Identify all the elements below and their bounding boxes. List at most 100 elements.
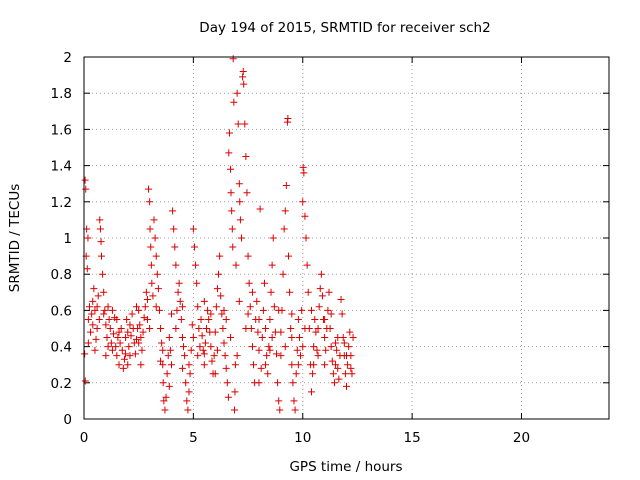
data-point bbox=[175, 279, 183, 287]
plot-frame bbox=[83, 56, 610, 420]
data-point bbox=[229, 55, 237, 63]
data-point bbox=[207, 343, 215, 351]
data-point bbox=[143, 296, 151, 304]
data-point bbox=[99, 270, 107, 278]
data-point bbox=[222, 364, 230, 372]
data-point bbox=[344, 361, 352, 369]
data-point bbox=[287, 325, 295, 332]
data-point bbox=[308, 306, 315, 314]
data-point bbox=[318, 292, 326, 300]
data-point bbox=[242, 153, 250, 161]
data-point bbox=[332, 361, 340, 369]
data-point bbox=[253, 297, 261, 305]
data-point bbox=[215, 270, 223, 278]
data-point bbox=[213, 285, 221, 293]
data-point bbox=[280, 225, 288, 233]
data-point bbox=[133, 335, 140, 343]
data-point bbox=[139, 328, 147, 336]
data-point bbox=[143, 315, 151, 323]
data-point bbox=[113, 352, 121, 360]
data-point bbox=[146, 325, 154, 332]
data-point bbox=[188, 321, 196, 329]
data-point bbox=[338, 310, 346, 318]
data-point bbox=[274, 379, 282, 387]
data-point bbox=[159, 379, 167, 387]
x-tick-label: 5 bbox=[189, 430, 198, 446]
data-point bbox=[246, 303, 254, 311]
data-point bbox=[150, 216, 158, 224]
data-point bbox=[335, 375, 343, 383]
data-point bbox=[231, 388, 239, 396]
data-point bbox=[142, 288, 150, 296]
data-point bbox=[242, 325, 250, 332]
data-point bbox=[113, 315, 121, 323]
data-point bbox=[146, 198, 154, 206]
data-point bbox=[349, 334, 357, 342]
data-point bbox=[107, 339, 115, 347]
data-point bbox=[244, 310, 252, 318]
data-point bbox=[203, 325, 210, 332]
data-point bbox=[248, 343, 256, 351]
data-point bbox=[193, 279, 201, 287]
data-point bbox=[205, 315, 213, 323]
data-point bbox=[341, 370, 349, 378]
data-point bbox=[92, 335, 100, 343]
data-point bbox=[281, 343, 289, 351]
data-point bbox=[100, 288, 108, 296]
data-point bbox=[83, 265, 91, 273]
data-point bbox=[270, 303, 278, 311]
data-point bbox=[294, 361, 302, 369]
data-point bbox=[276, 406, 284, 414]
data-point bbox=[277, 352, 285, 360]
data-point bbox=[119, 364, 127, 372]
data-point bbox=[89, 297, 97, 305]
data-point bbox=[273, 350, 280, 358]
data-point bbox=[288, 334, 296, 342]
data-point bbox=[235, 297, 243, 305]
data-point bbox=[108, 346, 116, 354]
data-point bbox=[334, 364, 342, 372]
data-point bbox=[321, 334, 329, 342]
data-point bbox=[84, 339, 92, 347]
data-point bbox=[110, 330, 118, 338]
data-point bbox=[333, 346, 341, 354]
data-point bbox=[93, 303, 101, 311]
data-point bbox=[345, 343, 353, 351]
data-point bbox=[310, 343, 318, 351]
data-point bbox=[106, 325, 114, 332]
data-point bbox=[94, 292, 102, 300]
data-point bbox=[194, 303, 202, 311]
data-point bbox=[88, 310, 96, 318]
data-point bbox=[322, 346, 330, 354]
data-point bbox=[255, 315, 263, 323]
data-point bbox=[220, 339, 228, 347]
data-point bbox=[114, 334, 122, 342]
data-point bbox=[162, 393, 170, 401]
data-point bbox=[112, 343, 120, 351]
data-point bbox=[293, 346, 301, 354]
data-point bbox=[91, 346, 99, 354]
data-point bbox=[211, 328, 219, 336]
data-point bbox=[161, 406, 169, 414]
data-point bbox=[288, 310, 296, 318]
data-point bbox=[265, 343, 273, 351]
data-point bbox=[277, 328, 285, 336]
y-tick-label: 1.2 bbox=[51, 195, 72, 211]
data-point bbox=[248, 288, 256, 296]
data-point bbox=[255, 346, 263, 354]
data-point bbox=[255, 379, 263, 387]
data-point bbox=[148, 279, 156, 287]
data-point bbox=[197, 315, 205, 323]
data-point bbox=[284, 115, 292, 123]
data-point bbox=[321, 361, 329, 369]
data-point bbox=[157, 357, 165, 365]
data-point bbox=[178, 303, 186, 311]
data-point bbox=[229, 243, 237, 251]
data-point bbox=[164, 352, 172, 360]
data-point bbox=[292, 370, 300, 378]
data-point bbox=[194, 352, 202, 360]
data-point bbox=[227, 334, 235, 342]
data-point bbox=[230, 98, 238, 106]
data-point bbox=[222, 315, 230, 323]
y-tick-label: 0.6 bbox=[51, 303, 72, 319]
